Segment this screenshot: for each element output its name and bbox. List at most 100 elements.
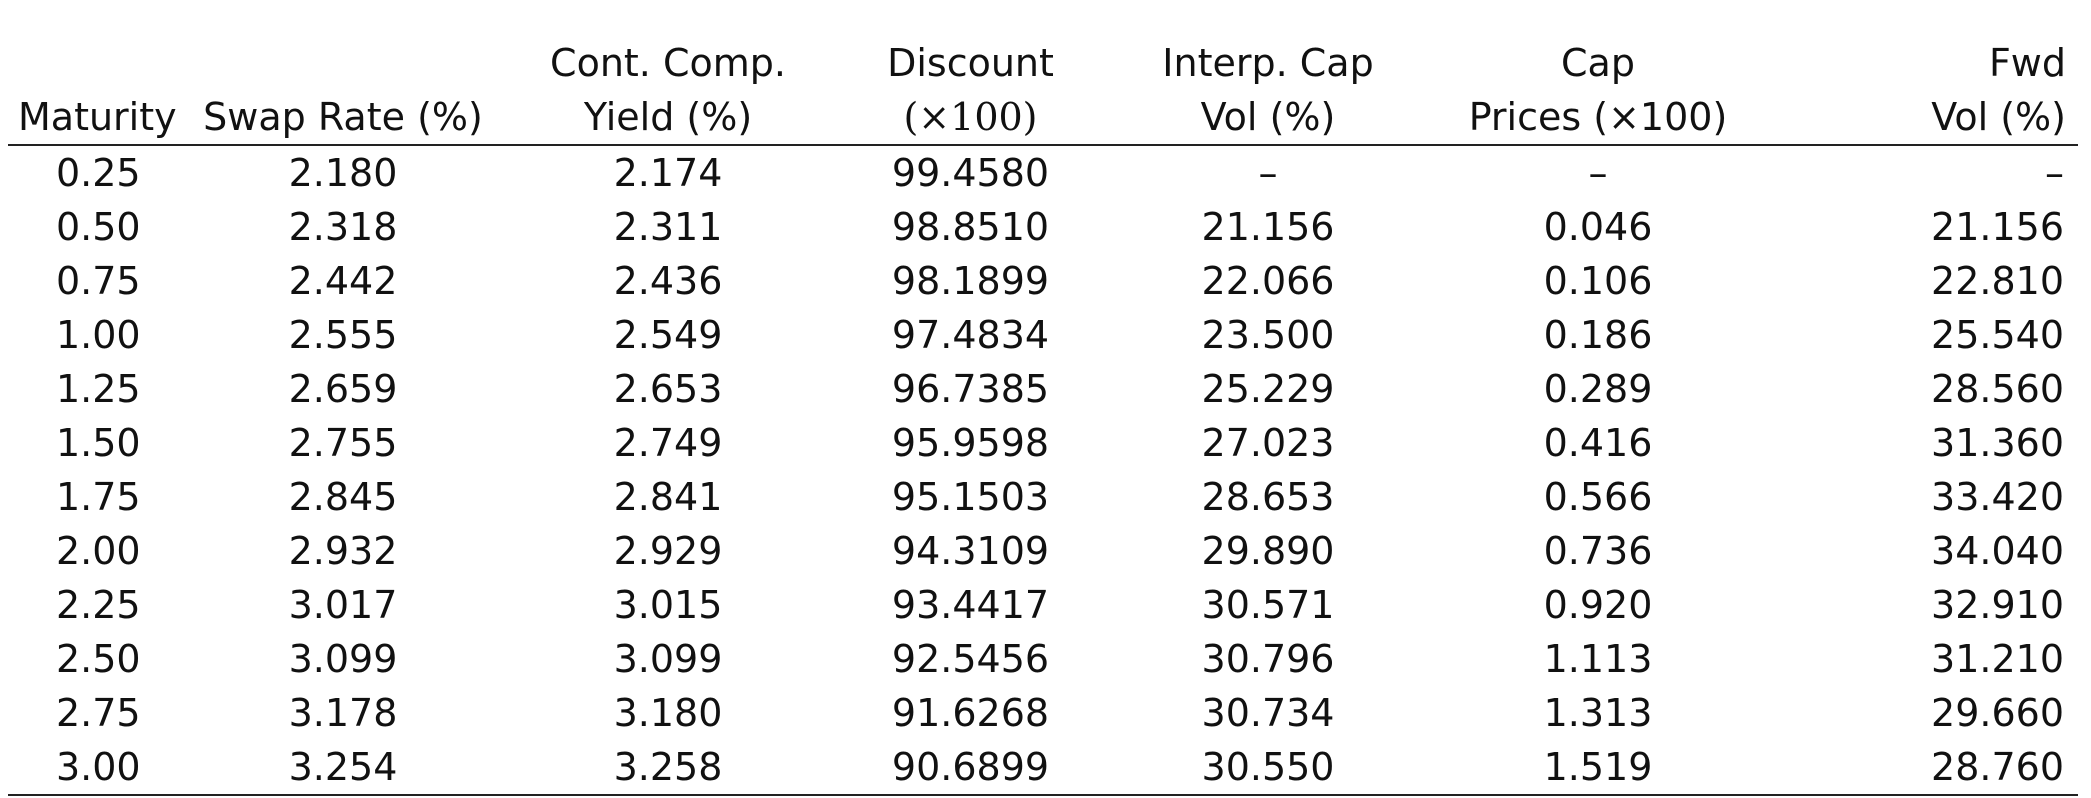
cap-price-cell: 0.186: [1543, 313, 1653, 357]
header-swap-rate-line2: Swap Rate (%): [203, 95, 483, 139]
header-discount-line1: Discount: [887, 41, 1054, 85]
discount-cell: 92.5456: [891, 637, 1050, 681]
swap-rate-cell: 3.099: [288, 637, 398, 681]
yield-cell: 3.180: [613, 691, 723, 735]
header-swap-rate-line1: [178, 36, 508, 90]
swap-rate-cell: 2.555: [288, 313, 398, 357]
header-cap-vol-line1: Interp. Cap: [1162, 41, 1374, 85]
table-body: 0.25 2.180 2.174 99.4580 – – – 0.50 2.318 2.311 98…: [8, 145, 2078, 795]
maturity-cell: 3.00: [56, 745, 141, 789]
header-cap-prices-line1: Cap: [1561, 41, 1635, 85]
swap-rate-cell: 3.254: [288, 745, 398, 789]
table-row: 0.75 2.442 2.436 98.1899 22.066 0.106 22.810: [8, 254, 2078, 308]
header-maturity-line2: Maturity: [18, 95, 177, 139]
header-yield-line2: Yield (%): [583, 95, 753, 139]
header-fwd-vol-line1: Fwd: [1988, 41, 2066, 85]
swap-rate-cell: 2.659: [288, 367, 398, 411]
yield-cell: 2.311: [613, 205, 723, 249]
table-row: 0.25 2.180 2.174 99.4580 – – –: [8, 145, 2078, 200]
cap-vol-cell: 25.229: [1201, 367, 1335, 411]
table-header: Cont. Comp. Discount Interp. Cap Cap Fwd…: [8, 36, 2078, 145]
discount-cell: 93.4417: [891, 583, 1050, 627]
cap-vol-cell: 29.890: [1201, 529, 1335, 573]
maturity-cell: 2.00: [56, 529, 141, 573]
table-row: 1.50 2.755 2.749 95.9598 27.023 0.416 31.360: [8, 416, 2078, 470]
swap-rate-cell: 2.932: [288, 529, 398, 573]
table-row: 1.25 2.659 2.653 96.7385 25.229 0.289 28.560: [8, 362, 2078, 416]
cap-price-cell: 0.920: [1543, 583, 1653, 627]
cap-price-cell: 0.106: [1543, 259, 1653, 303]
header-cap-prices-line2: Prices (×100): [1468, 95, 1728, 139]
fwd-vol-cell: 31.360: [1931, 421, 2064, 465]
cap-vol-cell: 23.500: [1201, 313, 1335, 357]
cap-vol-cell: 27.023: [1201, 421, 1335, 465]
fwd-vol-cell: 28.560: [1931, 367, 2064, 411]
cap-vol-cell: 22.066: [1201, 259, 1335, 303]
yield-cell: 2.174: [613, 151, 723, 195]
cap-price-cell: –: [1588, 151, 1608, 195]
cap-price-cell: 0.289: [1543, 367, 1653, 411]
table-row: 3.00 3.254 3.258 90.6899 30.550 1.519 28.760: [8, 740, 2078, 795]
fwd-vol-cell: 29.660: [1931, 691, 2064, 735]
fwd-vol-cell: 22.810: [1931, 259, 2064, 303]
rates-table: Cont. Comp. Discount Interp. Cap Cap Fwd…: [8, 36, 2078, 796]
fwd-vol-cell: 33.420: [1931, 475, 2064, 519]
swap-rate-cell: 2.442: [288, 259, 398, 303]
cap-price-cell: 1.313: [1543, 691, 1653, 735]
table-row: 2.50 3.099 3.099 92.5456 30.796 1.113 31.210: [8, 632, 2078, 686]
discount-cell: 97.4834: [891, 313, 1050, 357]
maturity-cell: 0.50: [56, 205, 141, 249]
cap-vol-cell: 28.653: [1201, 475, 1335, 519]
fwd-vol-cell: 31.210: [1931, 637, 2064, 681]
header-fwd-vol-line2: Vol (%): [1931, 95, 2066, 139]
swap-rate-cell: 3.017: [288, 583, 398, 627]
yield-cell: 2.749: [613, 421, 723, 465]
maturity-cell: 0.75: [56, 259, 141, 303]
maturity-cell: 2.50: [56, 637, 141, 681]
cap-price-cell: 1.113: [1543, 637, 1653, 681]
table-row: 2.75 3.178 3.180 91.6268 30.734 1.313 29.660: [8, 686, 2078, 740]
yield-cell: 2.929: [613, 529, 723, 573]
yield-cell: 3.258: [613, 745, 723, 789]
maturity-cell: 2.25: [56, 583, 141, 627]
swap-rate-cell: 2.755: [288, 421, 398, 465]
cap-price-cell: 0.736: [1543, 529, 1653, 573]
discount-cell: 98.8510: [891, 205, 1050, 249]
yield-cell: 3.015: [613, 583, 723, 627]
cap-price-cell: 0.046: [1543, 205, 1653, 249]
cap-price-cell: 0.416: [1543, 421, 1653, 465]
cap-vol-cell: 30.550: [1201, 745, 1335, 789]
header-maturity-line1: [8, 36, 178, 90]
fwd-vol-cell: 25.540: [1931, 313, 2064, 357]
table-row: 2.00 2.932 2.929 94.3109 29.890 0.736 34.040: [8, 524, 2078, 578]
header-cap-vol-line2: Vol (%): [1200, 95, 1336, 139]
table-row: 0.50 2.318 2.311 98.8510 21.156 0.046 21.156: [8, 200, 2078, 254]
table-row: 1.00 2.555 2.549 97.4834 23.500 0.186 25.540: [8, 308, 2078, 362]
maturity-cell: 0.25: [56, 151, 141, 195]
fwd-vol-cell: 21.156: [1931, 205, 2064, 249]
table-row: 1.75 2.845 2.841 95.1503 28.653 0.566 33.420: [8, 470, 2078, 524]
yield-cell: 2.436: [613, 259, 723, 303]
discount-cell: 99.4580: [891, 151, 1050, 195]
yield-cell: 3.099: [613, 637, 723, 681]
table-row: 2.25 3.017 3.015 93.4417 30.571 0.920 32.910: [8, 578, 2078, 632]
fwd-vol-cell: 32.910: [1931, 583, 2064, 627]
cap-price-cell: 0.566: [1543, 475, 1653, 519]
maturity-cell: 1.75: [56, 475, 141, 519]
header-row-2: Maturity Swap Rate (%) Yield (%) (×100) …: [8, 90, 2078, 145]
maturity-cell: 1.00: [56, 313, 141, 357]
cap-vol-cell: 30.734: [1201, 691, 1335, 735]
cap-vol-cell: 30.796: [1201, 637, 1335, 681]
discount-cell: 94.3109: [891, 529, 1050, 573]
header-yield-line1: Cont. Comp.: [550, 41, 786, 85]
discount-cell: 91.6268: [891, 691, 1050, 735]
cap-vol-cell: –: [1258, 151, 1278, 195]
swap-rate-cell: 2.845: [288, 475, 398, 519]
fwd-vol-cell: –: [2045, 151, 2064, 195]
maturity-cell: 2.75: [56, 691, 141, 735]
discount-cell: 96.7385: [891, 367, 1050, 411]
swap-rate-cell: 3.178: [288, 691, 398, 735]
swap-rate-cell: 2.180: [288, 151, 398, 195]
maturity-cell: 1.25: [56, 367, 141, 411]
